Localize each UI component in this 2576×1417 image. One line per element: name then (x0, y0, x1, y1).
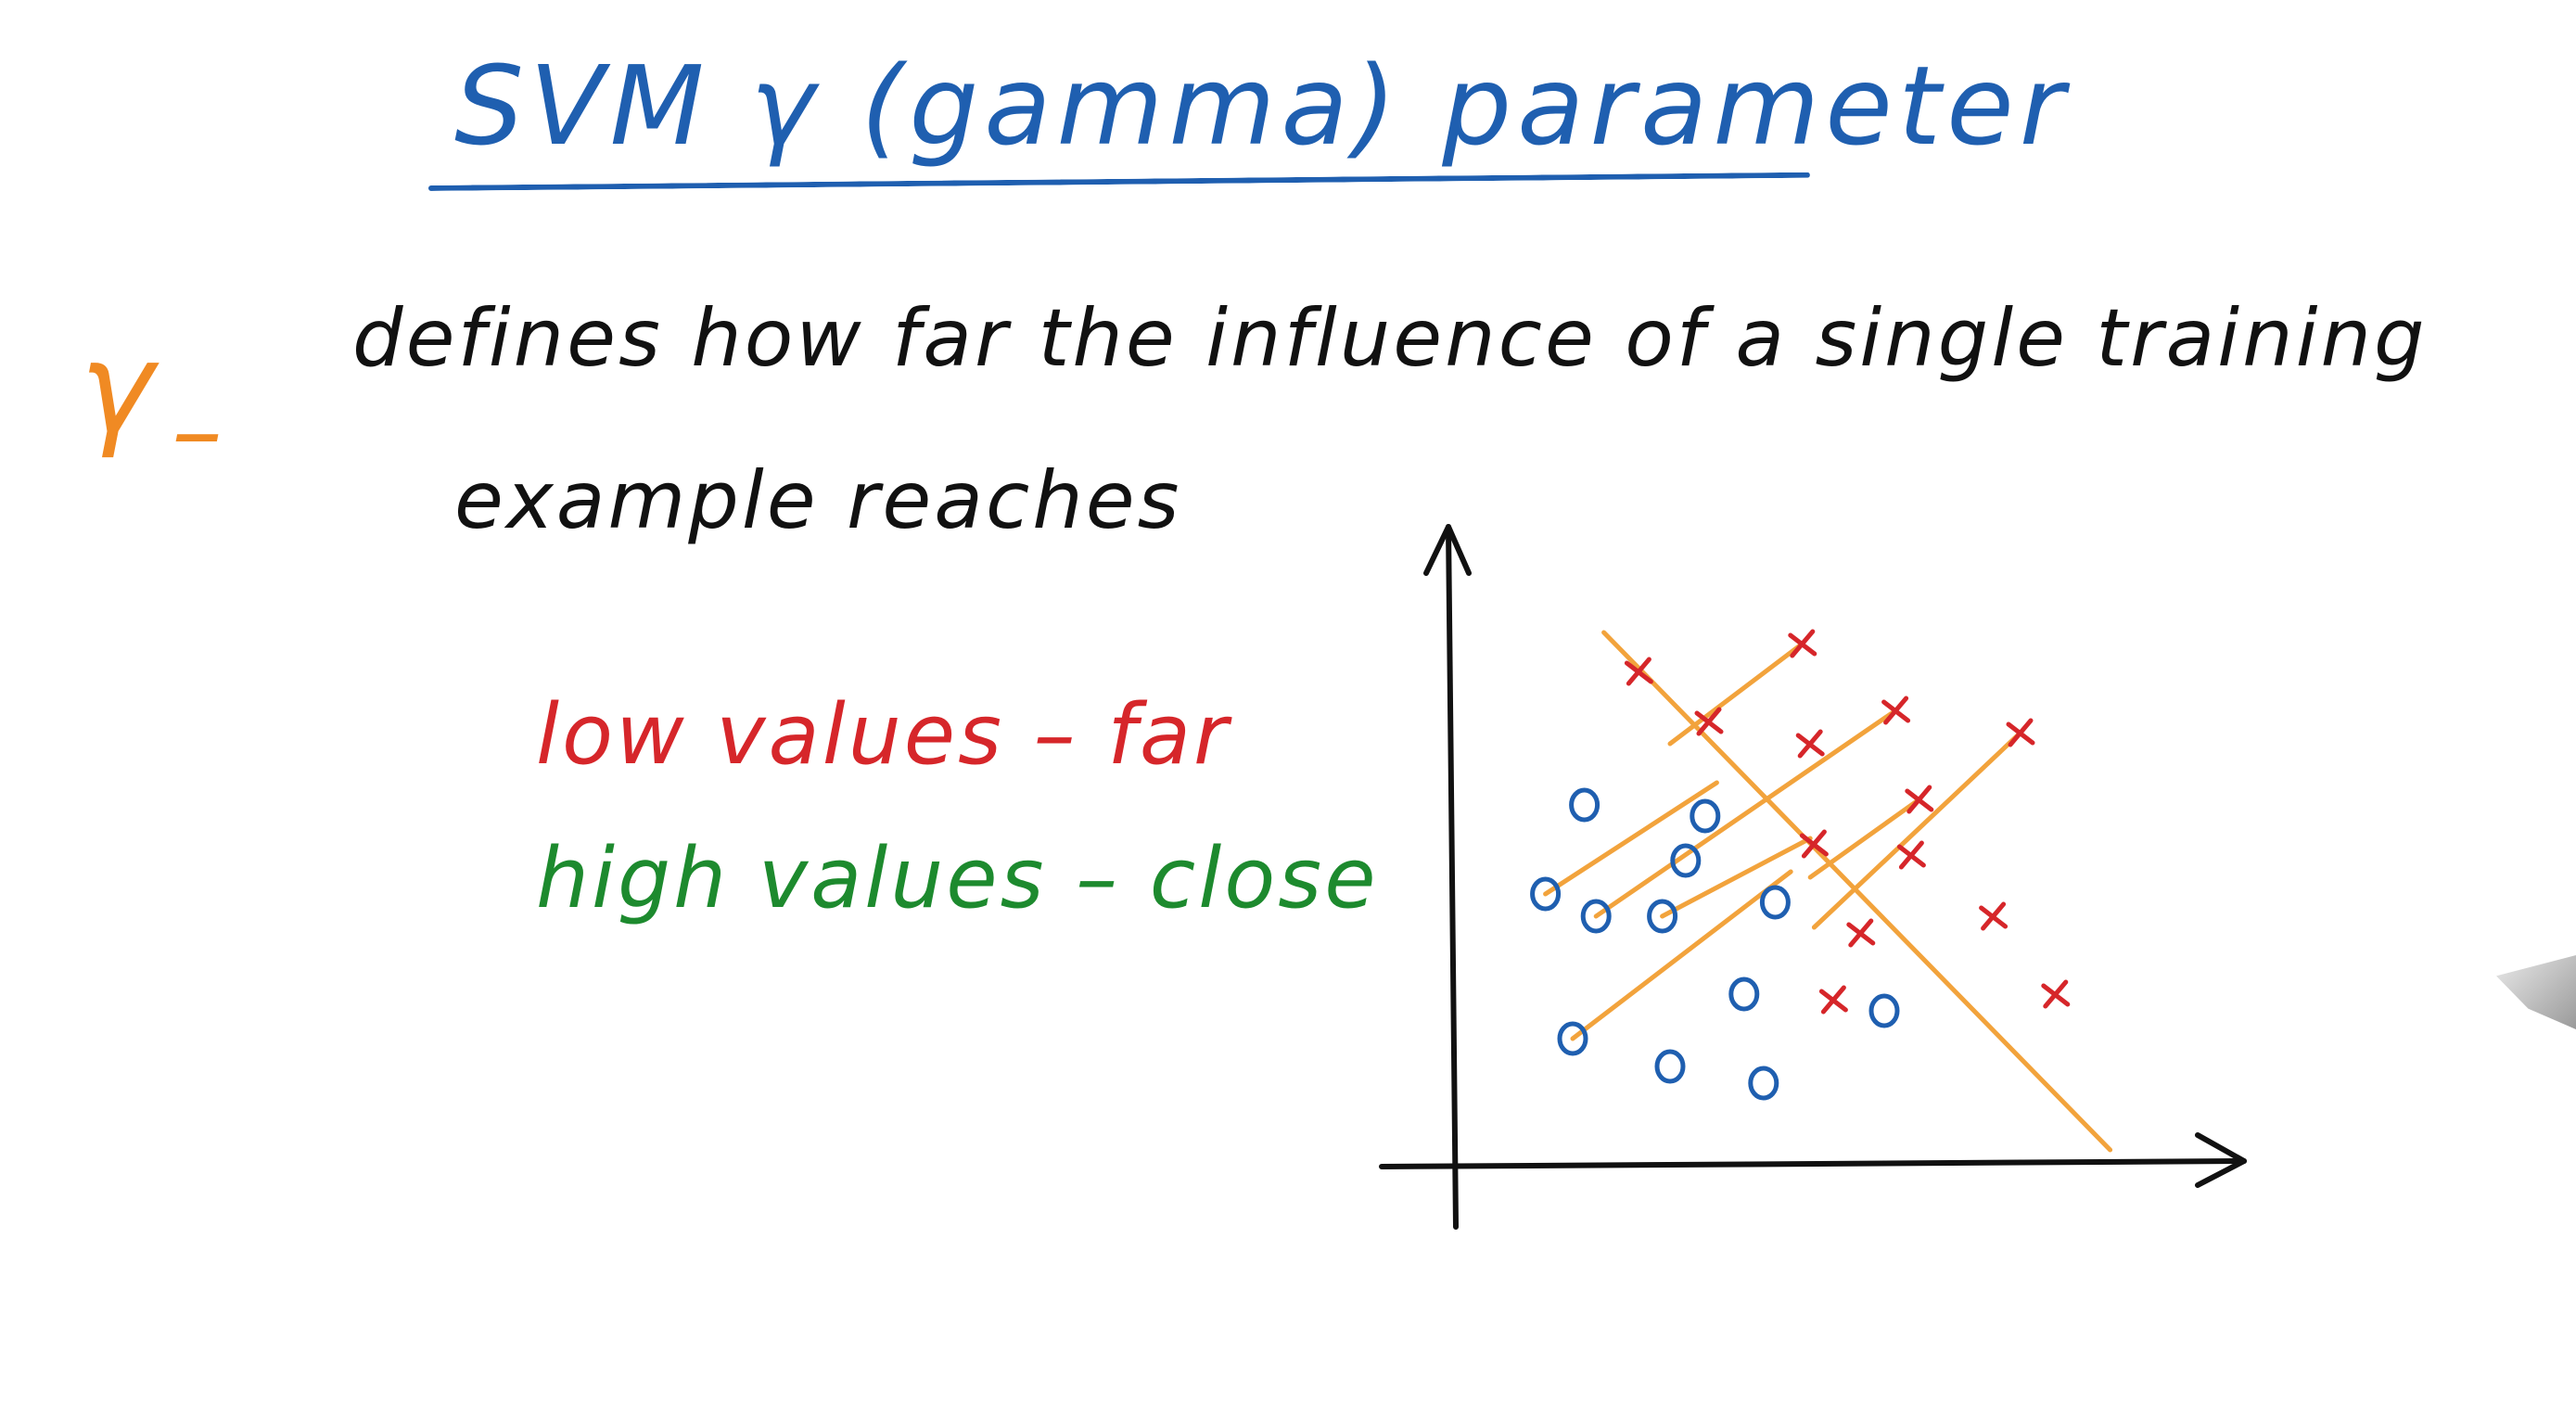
influence-line-7 (1811, 730, 2023, 930)
definition-line-2: example reaches (454, 454, 1182, 547)
x-mark-strokes (1846, 918, 1876, 948)
x-mark-strokes (1788, 629, 1817, 658)
decision-boundary-line (1601, 630, 2113, 1153)
point-o-12 (1868, 993, 1900, 1028)
point-x-4 (1795, 729, 1825, 759)
point-o-10 (1654, 1049, 1686, 1084)
data-points-layer (1530, 629, 2071, 1101)
high-values-label: high values – close (536, 830, 1379, 927)
point-x-2 (1788, 629, 1817, 658)
gamma-dash: – (172, 371, 223, 490)
influence-line-5 (1807, 797, 1922, 880)
x-mark-strokes (1694, 707, 1724, 736)
y-axis (1446, 524, 1459, 1230)
point-o-1 (1569, 787, 1600, 823)
influence-lines-layer (1543, 641, 2023, 1041)
influence-line-3 (1593, 708, 1899, 919)
point-o-5 (1670, 843, 1702, 878)
point-x-10 (1846, 918, 1876, 948)
page-title: SVM γ (gamma) parameter (454, 42, 2071, 170)
definition-line-1: defines how far the influence of a singl… (352, 292, 2428, 385)
point-o-8 (1728, 977, 1760, 1012)
point-o-9 (1557, 1021, 1588, 1056)
x-mark-strokes (2041, 979, 2071, 1009)
point-x-11 (1979, 901, 2009, 931)
x-mark-strokes (1896, 840, 1926, 870)
point-o-4 (1690, 798, 1721, 834)
x-mark-strokes (1795, 729, 1825, 759)
x-mark-strokes (1979, 901, 2009, 931)
plot-axes (1379, 524, 2247, 1230)
influence-line-6 (1570, 869, 1793, 1041)
x-mark-strokes (1818, 985, 1848, 1015)
point-x-9 (1896, 840, 1926, 870)
decision-boundary-layer (1601, 630, 2113, 1153)
point-o-6 (1647, 899, 1678, 934)
point-o-2 (1530, 876, 1562, 912)
x-mark-strokes (2006, 718, 2035, 747)
point-x-6 (2006, 718, 2035, 747)
point-x-7 (1905, 785, 1934, 814)
influence-line-1 (1667, 641, 1805, 747)
x-mark-strokes (1799, 829, 1829, 859)
influence-line-4 (1660, 836, 1813, 919)
gamma-symbol: γ (80, 315, 154, 461)
low-values-label: low values – far (536, 686, 1231, 784)
point-x-13 (2041, 979, 2071, 1009)
x-mark-strokes (1881, 696, 1911, 725)
x-axis-arrow (2195, 1132, 2247, 1188)
x-axis (1379, 1158, 2247, 1169)
point-x-3 (1694, 707, 1724, 736)
point-x-8 (1799, 829, 1829, 859)
x-mark-strokes (1624, 657, 1653, 686)
point-o-7 (1759, 885, 1791, 920)
y-axis-arrow (1423, 524, 1472, 576)
influence-line-2 (1543, 780, 1719, 897)
point-o-3 (1580, 899, 1612, 934)
point-x-1 (1624, 657, 1653, 686)
point-x-12 (1818, 985, 1848, 1015)
point-x-5 (1881, 696, 1911, 725)
point-o-11 (1748, 1066, 1779, 1101)
x-mark-strokes (1905, 785, 1934, 814)
